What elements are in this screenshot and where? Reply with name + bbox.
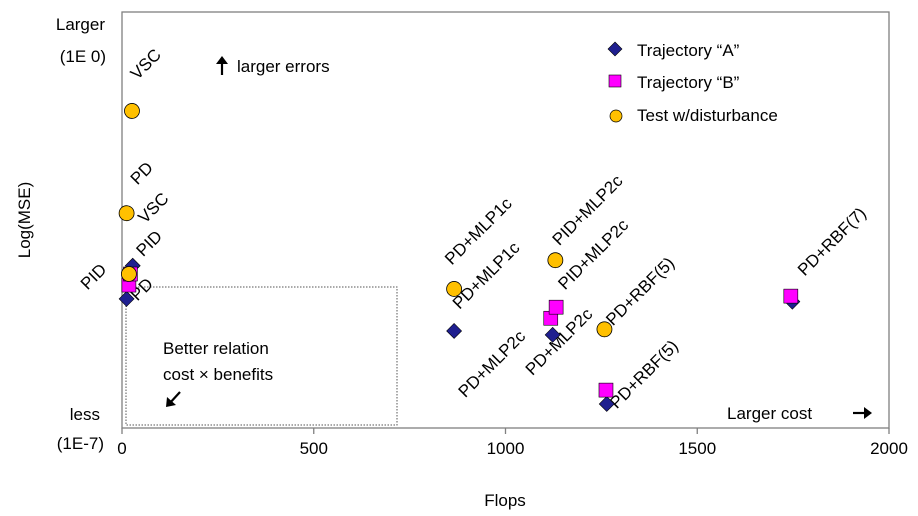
data-point-circle [124, 103, 140, 119]
data-points [118, 103, 801, 412]
data-point-square [783, 288, 799, 304]
data-point-square [548, 299, 564, 315]
data-point-circle [596, 321, 613, 338]
larger-cost-label: Larger cost [727, 404, 812, 423]
data-point-circle [118, 205, 135, 222]
legend-marker-trajectory-b [608, 74, 622, 88]
x-axis-title: Flops [484, 491, 526, 510]
arrow-right-icon [853, 407, 872, 419]
larger-errors-label: larger errors [237, 57, 330, 76]
legend-label-trajectory-a: Trajectory “A” [637, 41, 740, 60]
data-point-circle [121, 266, 137, 282]
better-relation-text-line1: Better relation [163, 339, 269, 358]
point-label: PD+RBF(5) [602, 253, 678, 329]
legend-marker-test-disturbance [609, 109, 623, 123]
legend-label-trajectory-b: Trajectory “B” [637, 73, 740, 92]
point-label: PID [77, 260, 110, 293]
y-tick-label-bottom-value: (1E-7) [57, 434, 104, 453]
data-point-diamond [446, 323, 463, 339]
better-relation-text-line2: cost × benefits [163, 365, 273, 384]
point-label: PID [132, 227, 165, 260]
x-axis-ticks: 0 500 1000 1500 2000 [117, 428, 908, 458]
x-tick-label: 1000 [487, 439, 525, 458]
data-point-diamond [544, 326, 561, 343]
arrow-down-left-icon [166, 391, 181, 407]
x-tick-label: 0 [117, 439, 126, 458]
better-relation-box [125, 286, 398, 426]
legend-marker-trajectory-a [607, 41, 623, 57]
point-label: PD+RBF(7) [794, 204, 870, 280]
arrow-up-icon [216, 56, 228, 75]
data-point-square [598, 382, 614, 398]
data-point-diamond [118, 290, 135, 307]
point-label: PD [127, 158, 157, 188]
point-label: VSC [127, 45, 165, 83]
x-tick-label: 500 [300, 439, 328, 458]
point-label: PD+RBF(5) [606, 336, 682, 412]
point-label: PD+MLP2c [455, 326, 530, 401]
data-point-diamond [598, 396, 615, 412]
legend-label-test-disturbance: Test w/disturbance [637, 106, 778, 125]
data-point-circle [547, 252, 564, 269]
data-point-circle [446, 281, 463, 297]
y-tick-label-bottom: less [70, 405, 100, 424]
x-tick-label: 2000 [870, 439, 908, 458]
point-label: PD+MLP2c [522, 304, 597, 379]
y-tick-label-top: Larger [56, 15, 105, 34]
y-axis-title: Log(MSE) [15, 182, 34, 259]
x-tick-label: 1500 [678, 439, 716, 458]
y-tick-label-top-value: (1E 0) [60, 47, 106, 66]
legend: Trajectory “A” Trajectory “B” Test w/dis… [607, 41, 778, 125]
point-label: VSC [134, 189, 172, 227]
